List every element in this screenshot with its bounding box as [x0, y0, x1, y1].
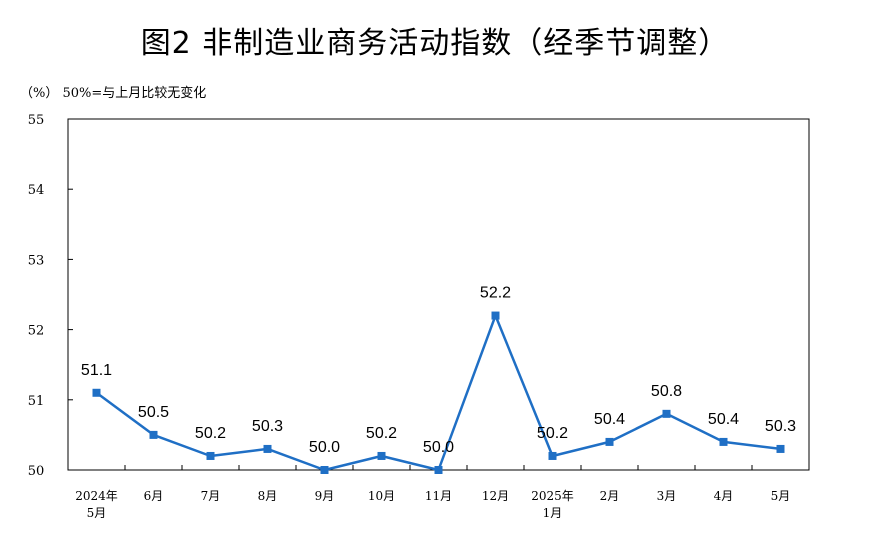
data-label: 50.4	[708, 411, 739, 428]
data-label: 50.8	[651, 383, 682, 400]
x-tick-label: 8月	[258, 489, 278, 503]
data-point-marker	[548, 451, 557, 460]
data-point-marker	[377, 451, 386, 460]
y-tick-label: 55	[28, 113, 45, 128]
data-label: 50.2	[537, 425, 568, 442]
series-line-group	[92, 311, 785, 474]
chart-title: 图2 非制造业商务活动指数（经季节调整）	[140, 26, 730, 61]
data-point-marker	[434, 466, 443, 474]
data-point-marker	[776, 444, 785, 453]
x-tick-label: 2月	[600, 489, 620, 503]
plot-frame	[67, 118, 810, 471]
x-tick-label: 3月	[657, 489, 677, 503]
x-tick-label: 2025年 1月	[531, 489, 574, 520]
y-tick-label: 52	[28, 324, 45, 339]
data-label: 50.2	[366, 425, 397, 442]
data-label: 50.3	[252, 418, 283, 435]
x-tick-label: 11月	[425, 489, 452, 503]
data-point-marker	[320, 466, 329, 474]
y-tick-label: 50	[28, 464, 45, 479]
data-point-marker	[605, 437, 614, 446]
x-axis-ticks: 2024年 5月 6月 7月 8月 9月 10月 11月 12月 2025年 1月 2月 3月 4月 5月	[75, 465, 790, 520]
data-label: 52.2	[480, 285, 511, 302]
data-label: 50.3	[765, 418, 796, 435]
y-tick-label: 53	[28, 253, 45, 268]
data-label: 51.1	[81, 362, 112, 379]
data-point-marker	[92, 388, 101, 397]
data-label: 50.4	[594, 411, 625, 428]
data-point-marker	[719, 437, 728, 446]
data-label: 50.2	[195, 425, 226, 442]
x-tick-label: 2024年 5月	[75, 489, 118, 520]
data-label: 50.5	[138, 404, 169, 421]
data-label-group: 51.1 50.5 50.2 50.3 50.0 50.2 50.0 52.2 50.2 50.4…	[81, 285, 796, 456]
x-tick-label: 10月	[368, 489, 395, 503]
data-point-marker	[263, 444, 272, 453]
y-tick-label: 51	[28, 394, 45, 409]
chart-axes	[67, 118, 810, 471]
x-tick-label: 4月	[714, 489, 734, 503]
data-label: 50.0	[309, 439, 340, 456]
data-point-marker	[206, 451, 215, 460]
x-tick-label: 6月	[144, 489, 164, 503]
data-point-marker	[149, 430, 158, 439]
data-point-marker	[491, 311, 500, 320]
x-tick-label: 7月	[201, 489, 221, 503]
unit-note: （%） 50%=与上月比较无变化	[20, 86, 207, 101]
y-axis-ticks: 50 51 52 53 54 55	[28, 113, 73, 479]
x-tick-label: 9月	[315, 489, 335, 503]
data-label: 50.0	[423, 439, 454, 456]
y-tick-label: 54	[28, 183, 45, 198]
data-point-marker	[662, 409, 671, 418]
x-tick-label: 12月	[482, 489, 509, 503]
x-tick-label: 5月	[771, 489, 791, 503]
